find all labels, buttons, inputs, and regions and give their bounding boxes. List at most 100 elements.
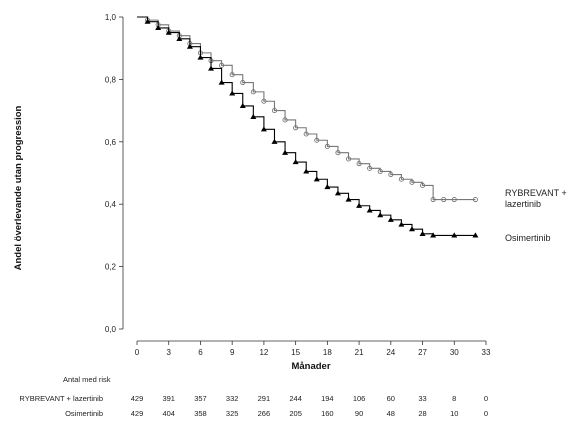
censor-marker-rybrevant: [261, 98, 267, 104]
risk-cell: 266: [258, 409, 271, 418]
legend-label-osimertinib: Osimertinib: [505, 233, 551, 243]
censor-marker-osimertinib: [186, 43, 193, 49]
censor-marker-osimertinib: [430, 232, 437, 238]
risk-cell: 28: [418, 409, 426, 418]
x-tick-label: 9: [230, 348, 235, 357]
risk-cell: 325: [226, 409, 239, 418]
risk-cell: 10: [450, 409, 458, 418]
risk-cell: 244: [289, 394, 302, 403]
risk-table-title: Antal med risk: [63, 375, 111, 384]
censor-marker-rybrevant: [451, 196, 457, 203]
y-tick-label: 1,0: [105, 13, 117, 22]
x-tick-label: 6: [198, 348, 203, 357]
censor-marker-osimertinib: [155, 24, 162, 31]
risk-cell: 33: [418, 394, 426, 403]
censor-marker-rybrevant: [367, 165, 373, 171]
censor-marker-osimertinib: [451, 232, 458, 238]
censor-marker-osimertinib: [398, 221, 405, 227]
x-tick-label: 30: [450, 348, 459, 357]
risk-table: Antal med risk RYBREVANT + lazertinib Os…: [19, 375, 488, 418]
censor-marker-rybrevant: [303, 131, 309, 137]
censor-marker-rybrevant: [229, 72, 235, 78]
censor-marker-osimertinib: [356, 202, 363, 208]
censor-marker-rybrevant: [441, 196, 447, 203]
y-tick-label: 0,0: [105, 325, 117, 334]
risk-cell: 0: [484, 409, 488, 418]
censor-marker-rybrevant: [324, 143, 330, 150]
series-layer: [137, 16, 479, 238]
censor-marker-osimertinib: [260, 126, 267, 132]
x-tick-label: 33: [482, 348, 491, 357]
risk-cell: 90: [355, 409, 363, 418]
risk-row-label-rybrevant: RYBREVANT + lazertinib: [19, 394, 103, 403]
risk-cell: 429: [131, 409, 144, 418]
x-tick-label: 3: [167, 348, 172, 357]
risk-cell: 404: [162, 409, 175, 418]
x-tick-label: 18: [323, 348, 332, 357]
censor-marker-osimertinib: [334, 190, 341, 196]
censor-marker-rybrevant: [377, 168, 383, 174]
censor-marker-rybrevant: [356, 161, 362, 167]
y-axis-title: Andel överlevande utan progression: [13, 105, 24, 270]
censor-marker-rybrevant: [398, 176, 404, 182]
censor-marker-rybrevant: [293, 125, 299, 131]
censor-marker-rybrevant: [419, 182, 426, 189]
risk-cell: 291: [258, 394, 271, 403]
censor-marker-osimertinib: [472, 232, 479, 238]
censor-marker-osimertinib: [239, 102, 246, 109]
x-axis-title: Månader: [291, 361, 330, 372]
censor-marker-osimertinib: [377, 212, 384, 218]
censor-marker-osimertinib: [229, 90, 236, 96]
risk-cell: 194: [321, 394, 334, 403]
risk-row-label-osimertinib: Osimertinib: [65, 409, 103, 418]
y-tick-label: 0,8: [105, 75, 117, 84]
plot-area: 0,0 0,2 0,4 0,6 0,8 1,0 0 3 6 9 12 15 18 21 24 27 30 33: [105, 13, 491, 357]
censor-marker-osimertinib: [197, 54, 204, 60]
risk-cell: 8: [452, 394, 456, 403]
series-line-osimertinib: [137, 16, 476, 236]
y-tick-label: 0,2: [105, 263, 117, 272]
x-tick-label: 27: [418, 348, 427, 357]
risk-cell: 48: [387, 409, 395, 418]
censor-marker-rybrevant: [430, 196, 436, 203]
y-tick-label: 0,4: [105, 200, 117, 209]
x-tick-label: 15: [291, 348, 300, 357]
censor-marker-osimertinib: [176, 35, 183, 41]
censor-marker-osimertinib: [250, 113, 257, 119]
risk-cell: 205: [289, 409, 302, 418]
legend-label-rybrevant: RYBREVANT + lazertinib: [505, 188, 569, 209]
risk-cell: 429: [131, 394, 144, 403]
censor-marker-rybrevant: [388, 172, 394, 178]
censor-marker-rybrevant: [409, 179, 415, 185]
censor-marker-rybrevant: [219, 62, 225, 68]
censor-marker-osimertinib: [303, 168, 310, 174]
censor-marker-osimertinib: [144, 18, 151, 24]
censor-marker-rybrevant: [240, 79, 246, 86]
y-tick-label: 0,6: [105, 138, 117, 147]
censor-marker-rybrevant: [472, 196, 478, 203]
censor-marker-rybrevant: [250, 89, 256, 95]
legend: RYBREVANT + lazertinib Osimertinib: [505, 188, 569, 243]
censor-marker-osimertinib: [387, 216, 394, 222]
censor-marker-osimertinib: [165, 29, 172, 35]
censor-marker-osimertinib: [419, 230, 426, 236]
censor-marker-osimertinib: [408, 226, 415, 232]
risk-cell: 357: [194, 394, 207, 403]
risk-cell: 358: [194, 409, 207, 418]
risk-cell: 160: [321, 409, 334, 418]
censor-marker-osimertinib: [282, 149, 289, 155]
censor-marker-osimertinib: [271, 138, 278, 144]
x-tick-label: 24: [386, 348, 395, 357]
censor-marker-osimertinib: [345, 196, 352, 202]
legend-rybrevant-line2: lazertinib: [505, 199, 541, 209]
censor-marker-osimertinib: [208, 65, 215, 71]
censor-marker-osimertinib: [313, 176, 320, 182]
censor-marker-rybrevant: [282, 117, 288, 123]
risk-cell: 0: [484, 394, 488, 403]
risk-cell: 60: [387, 394, 395, 403]
censor-marker-rybrevant: [345, 156, 352, 162]
censor-marker-rybrevant: [314, 137, 320, 143]
risk-cell: 332: [226, 394, 239, 403]
x-tick-label: 12: [259, 348, 268, 357]
